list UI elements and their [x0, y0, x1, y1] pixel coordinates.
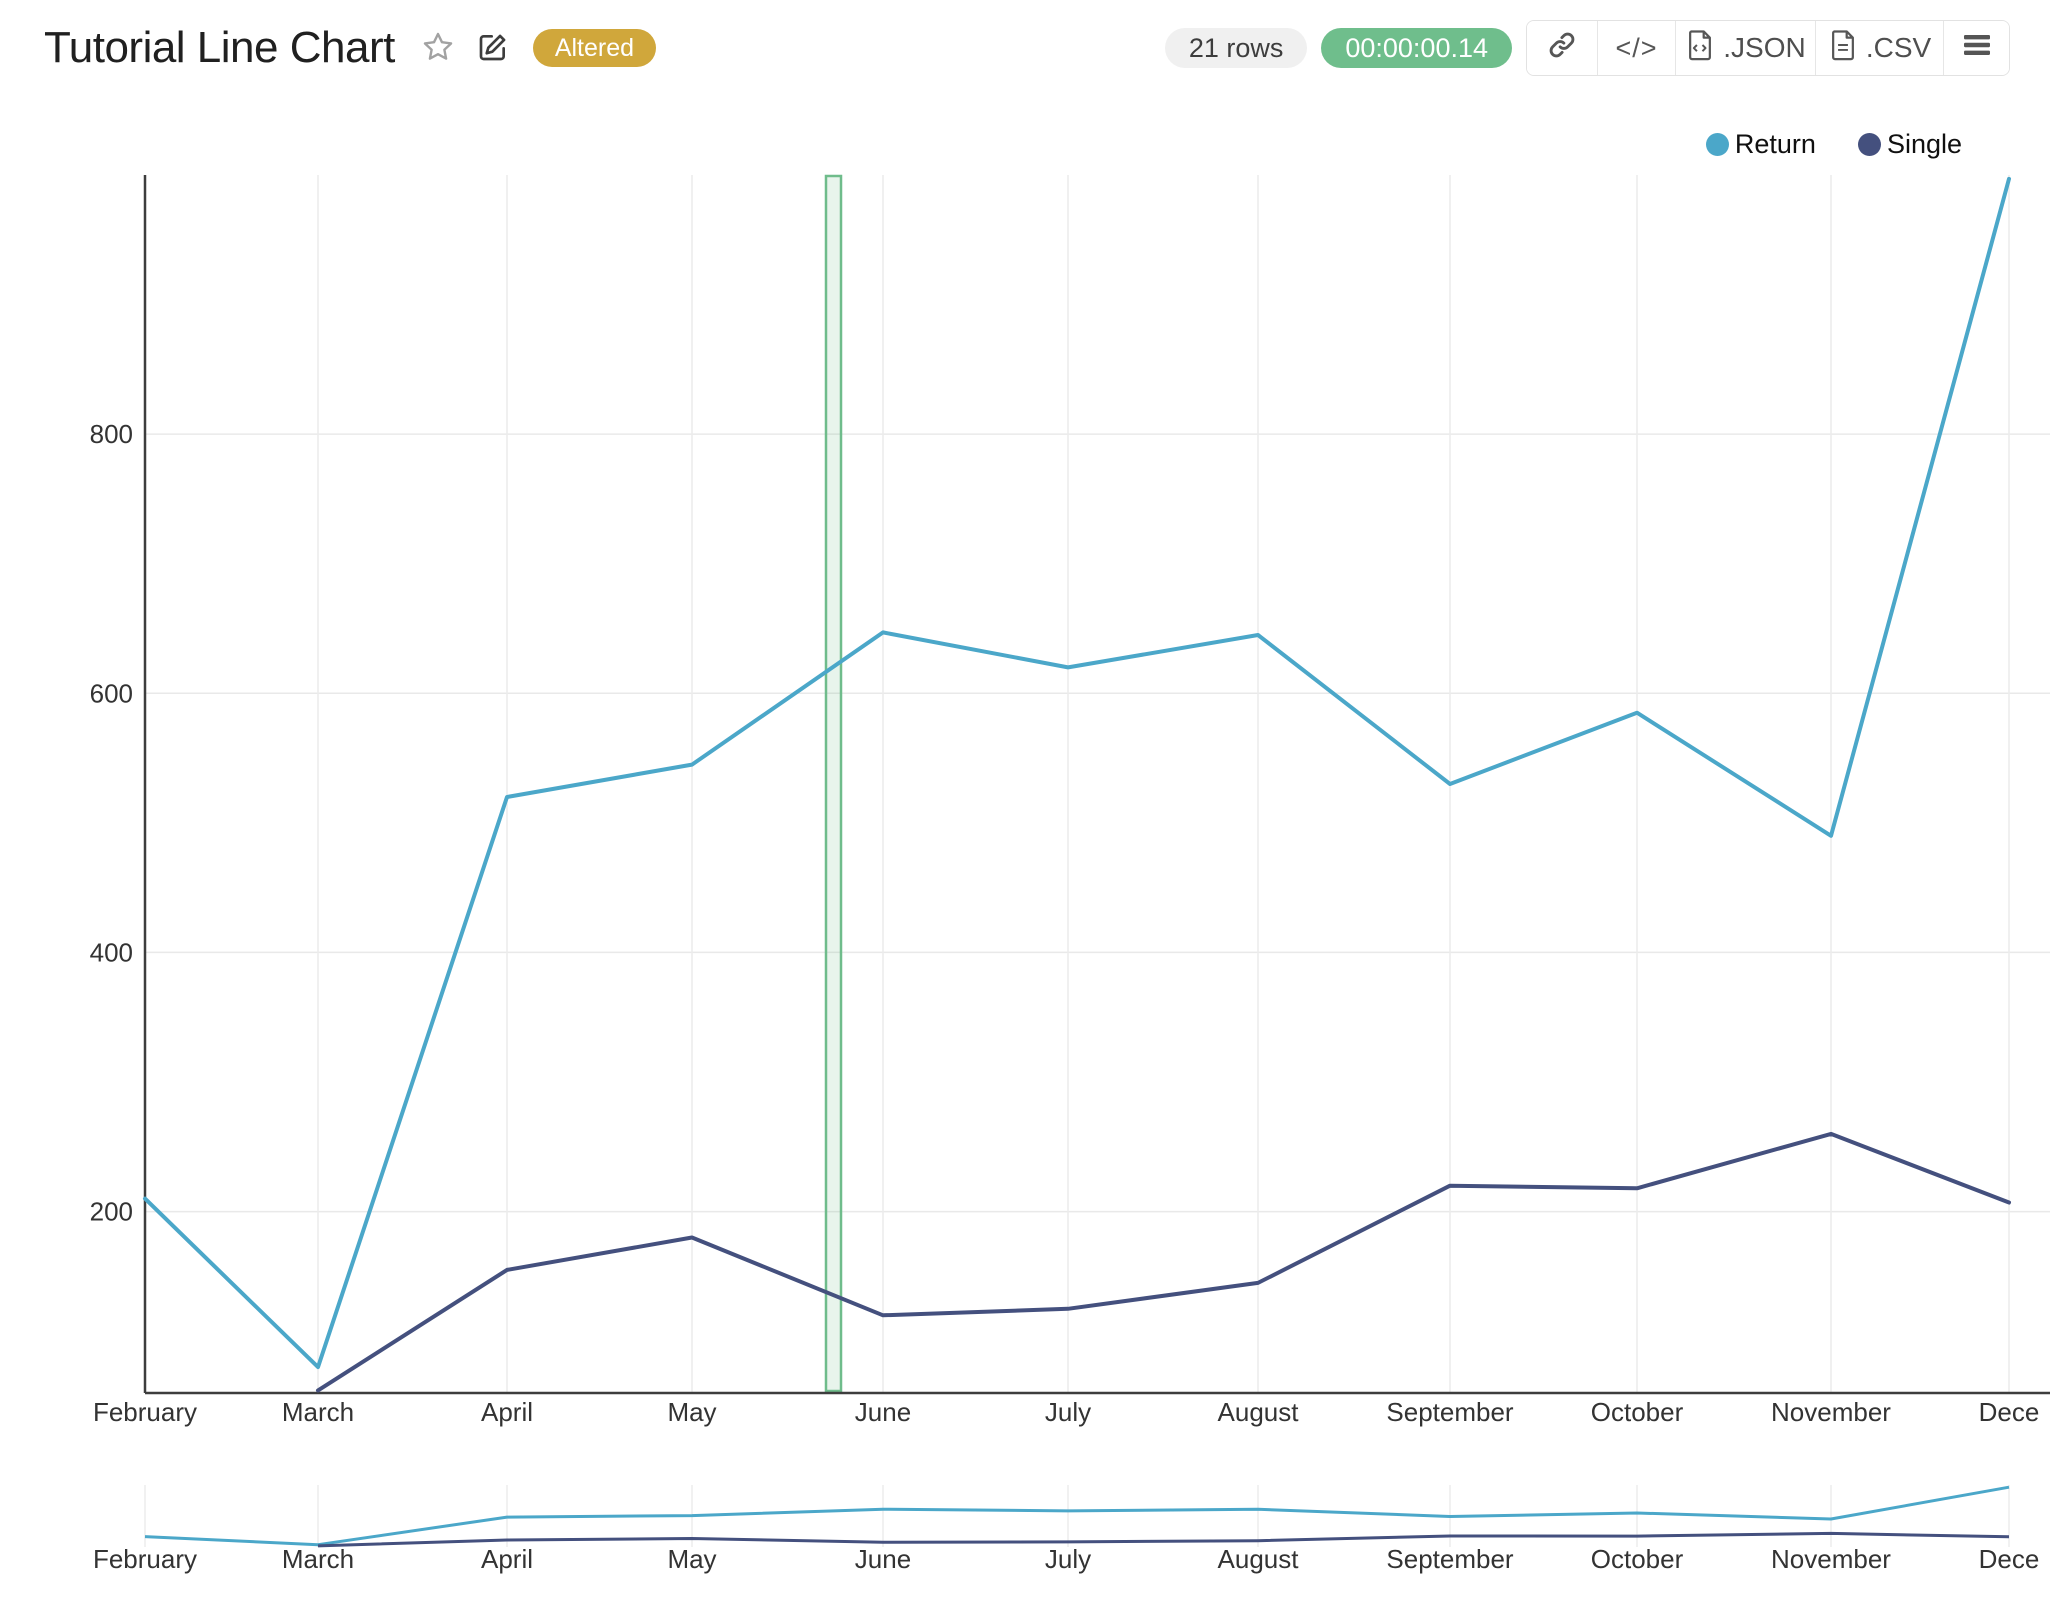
y-axis-tick-label: 600	[90, 678, 133, 708]
legend-item-single[interactable]: Single	[1857, 129, 1962, 160]
header: Tutorial Line Chart Altered	[0, 0, 2050, 96]
chart-legend: Return Single	[1705, 129, 1962, 160]
series-line-return	[143, 176, 2011, 1370]
legend-item-return[interactable]: Return	[1705, 129, 1816, 160]
series-line-single	[316, 1131, 2011, 1393]
rangeslider-tick-label: May	[667, 1544, 716, 1574]
y-axis-tick-label: 800	[90, 419, 133, 449]
x-axis-tick-label: May	[667, 1397, 716, 1427]
altered-badge: Altered	[532, 29, 657, 67]
favorite-star-button[interactable]	[421, 30, 455, 67]
x-axis-tick-label: October	[1591, 1397, 1684, 1427]
edit-pencil-icon	[477, 31, 509, 66]
rangeslider-tick-label: February	[93, 1544, 197, 1574]
legend-label-single: Single	[1886, 129, 1962, 159]
rangeslider-tick-label: August	[1218, 1544, 1300, 1574]
more-options-button[interactable]	[1943, 21, 2009, 75]
rangeslider-tick-label: October	[1591, 1544, 1684, 1574]
rangeslider-tick-label: March	[282, 1544, 354, 1574]
x-axis-tick-label: Dece	[1979, 1397, 2040, 1427]
share-link-button[interactable]	[1527, 21, 1597, 75]
title-actions	[421, 30, 509, 67]
rangeslider-line-single	[317, 1531, 2010, 1548]
single-series-dot	[1857, 133, 1881, 156]
x-axis-tick-label: June	[855, 1397, 911, 1427]
x-axis-tick-label: August	[1218, 1397, 1300, 1427]
csv-file-icon	[1828, 29, 1858, 68]
code-icon: </>	[1615, 32, 1658, 63]
x-axis-tick-label: April	[481, 1397, 533, 1427]
x-axis-tick-label: February	[93, 1397, 197, 1427]
rangeslider-line-return	[144, 1485, 2010, 1547]
rangeslider-tick-label: July	[1045, 1544, 1091, 1574]
legend-label-return: Return	[1734, 129, 1816, 159]
star-icon	[421, 30, 455, 67]
json-label: .JSON	[1723, 32, 1806, 63]
csv-label: .CSV	[1865, 32, 1932, 63]
rangeslider-tick-label: November	[1771, 1544, 1891, 1574]
embed-code-button[interactable]: </>	[1597, 21, 1675, 75]
rangeslider-tick-label: June	[855, 1544, 911, 1574]
row-count-badge: 21 rows	[1164, 28, 1308, 68]
page-title: Tutorial Line Chart	[44, 23, 395, 72]
rangeslider-tick-label: April	[481, 1544, 533, 1574]
execution-time-badge: 00:00:00.14	[1321, 28, 1512, 68]
x-axis-tick-label: July	[1045, 1397, 1091, 1427]
return-series-dot	[1705, 133, 1729, 156]
rangeslider-tick-label: Dece	[1979, 1544, 2040, 1574]
link-icon	[1547, 30, 1577, 67]
toolbar-right: 21 rows 00:00:00.14 </>	[1164, 20, 2010, 76]
x-axis-tick-label: September	[1386, 1397, 1514, 1427]
hamburger-menu-icon	[1962, 32, 1992, 65]
download-csv-button[interactable]: .CSV	[1815, 21, 1943, 75]
export-button-group: </> .JSON	[1526, 20, 2010, 76]
selection-band	[824, 174, 843, 1393]
rangeslider-tick-label: September	[1386, 1544, 1514, 1574]
x-axis-tick-label: November	[1771, 1397, 1891, 1427]
y-axis-tick-label: 400	[90, 937, 133, 967]
edit-name-button[interactable]	[477, 31, 509, 66]
x-axis-tick-label: March	[282, 1397, 354, 1427]
y-axis-tick-label: 200	[90, 1197, 133, 1227]
json-file-icon	[1685, 29, 1715, 68]
download-json-button[interactable]: .JSON	[1675, 21, 1815, 75]
